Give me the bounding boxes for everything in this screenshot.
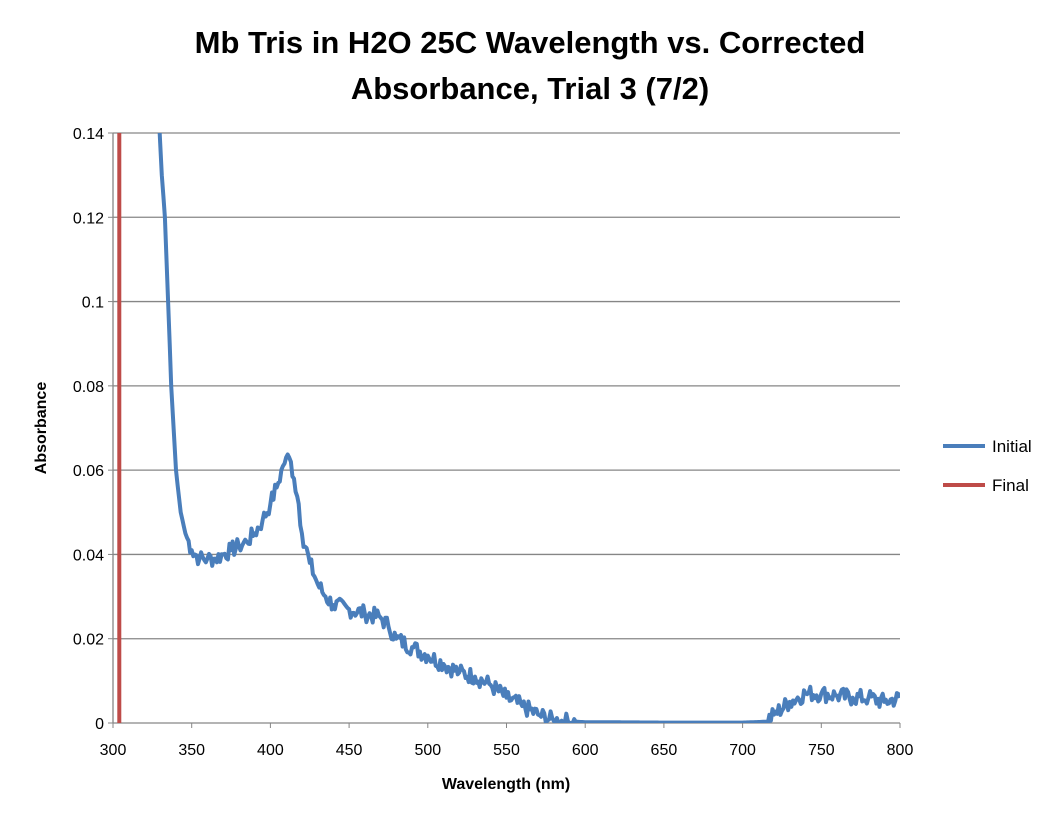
x-tick-label: 700	[729, 742, 756, 759]
x-tick-label: 350	[178, 742, 205, 759]
y-tick-label: 0.06	[73, 463, 104, 480]
series-group	[117, 133, 900, 723]
tick-labels: 0 0.02 0.04 0.06 0.08 0.1 0.12 0.14 300 350 400 450…	[73, 126, 914, 759]
x-tick-label: 550	[493, 742, 520, 759]
x-tick-label: 600	[572, 742, 599, 759]
x-tick-label: 650	[651, 742, 678, 759]
legend-label-initial: Initial	[992, 437, 1032, 456]
x-tick-label: 750	[808, 742, 835, 759]
x-axis-label: Wavelength (nm)	[442, 776, 570, 793]
chart-title-line-2: Absorbance, Trial 3 (7/2)	[351, 71, 709, 106]
x-tick-label: 300	[100, 742, 127, 759]
chart-title-line-1: Mb Tris in H2O 25C Wavelength vs. Correc…	[195, 25, 866, 60]
gridlines	[113, 132, 900, 640]
x-tick-label: 400	[257, 742, 284, 759]
y-tick-label: 0.1	[82, 295, 104, 312]
y-axis-label: Absorbance	[33, 382, 50, 475]
y-tick-label: 0	[95, 716, 104, 733]
y-tick-label: 0.12	[73, 210, 104, 227]
y-tick-label: 0.14	[73, 126, 104, 143]
y-tick-label: 0.02	[73, 632, 104, 649]
x-tick-label: 450	[336, 742, 363, 759]
series-line-initial	[157, 133, 900, 723]
y-tick-label: 0.04	[73, 547, 104, 564]
legend-label-final: Final	[992, 476, 1029, 495]
x-tick-label: 800	[887, 742, 914, 759]
y-tick-label: 0.08	[73, 379, 104, 396]
legend: Initial Final	[943, 437, 1032, 495]
x-tick-label: 500	[414, 742, 441, 759]
